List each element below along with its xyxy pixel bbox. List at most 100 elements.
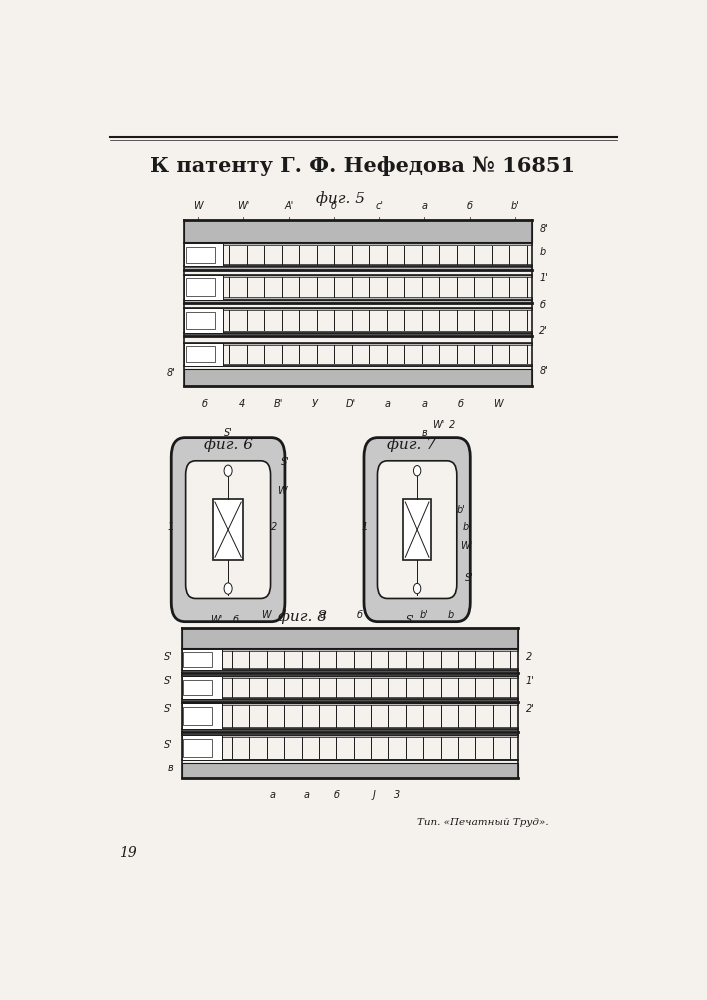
Text: b': b' <box>457 505 465 515</box>
Text: 2': 2' <box>525 704 534 714</box>
Bar <box>182 628 518 648</box>
Bar <box>185 220 532 242</box>
Text: a: a <box>269 790 276 800</box>
FancyBboxPatch shape <box>364 438 470 622</box>
Text: фиг. 7: фиг. 7 <box>387 438 436 452</box>
Bar <box>182 676 518 678</box>
Text: 8': 8' <box>539 366 548 376</box>
Bar <box>185 243 223 266</box>
Text: a: a <box>385 399 391 409</box>
Bar <box>185 331 532 333</box>
Text: a: a <box>246 509 252 519</box>
Text: B': B' <box>274 399 283 409</box>
Text: 8': 8' <box>167 368 176 378</box>
FancyBboxPatch shape <box>186 461 271 598</box>
Text: б: б <box>357 610 363 620</box>
Bar <box>185 308 223 333</box>
Text: S': S' <box>223 428 233 438</box>
Bar <box>186 312 215 329</box>
Bar <box>182 703 518 705</box>
Bar <box>185 369 532 386</box>
Text: фиг. 8: фиг. 8 <box>278 609 327 624</box>
Bar <box>182 671 518 673</box>
Text: D': D' <box>346 399 356 409</box>
Text: S: S <box>262 502 268 512</box>
Bar <box>213 499 243 560</box>
Text: b': b' <box>510 201 519 211</box>
Text: S': S' <box>465 573 474 583</box>
FancyBboxPatch shape <box>171 438 285 622</box>
Bar <box>182 730 518 732</box>
Bar <box>182 697 518 699</box>
Bar <box>185 334 532 336</box>
Bar <box>403 499 431 560</box>
Text: Тип. «Печатный Труд».: Тип. «Печатный Труд». <box>417 818 549 827</box>
Bar <box>182 735 518 737</box>
Text: b: b <box>448 610 454 620</box>
Text: W': W' <box>432 420 444 430</box>
Bar <box>183 739 212 757</box>
Bar <box>185 343 532 345</box>
Text: b: b <box>463 522 469 532</box>
Text: W: W <box>277 486 286 496</box>
Text: W: W <box>493 399 502 409</box>
Text: 1: 1 <box>361 522 368 532</box>
Bar <box>182 735 222 760</box>
Text: c': c' <box>375 201 383 211</box>
Bar <box>185 364 532 366</box>
Bar <box>182 763 518 778</box>
Bar <box>182 700 518 702</box>
Bar <box>182 649 222 670</box>
Text: a: a <box>320 610 326 620</box>
Bar <box>183 680 212 695</box>
Bar <box>182 703 222 729</box>
Circle shape <box>224 583 232 594</box>
Text: W: W <box>194 201 203 211</box>
Bar <box>185 264 532 266</box>
Text: S': S' <box>165 652 173 662</box>
FancyBboxPatch shape <box>378 461 457 598</box>
Bar <box>182 676 222 699</box>
Text: W': W' <box>460 541 472 551</box>
Text: 3: 3 <box>394 790 400 800</box>
Circle shape <box>414 583 421 594</box>
Text: в: в <box>168 763 173 773</box>
Bar <box>185 308 532 310</box>
Bar <box>182 759 518 760</box>
Bar <box>183 652 212 667</box>
Text: a: a <box>303 790 309 800</box>
Text: W': W' <box>211 615 223 625</box>
Text: фиг. 5: фиг. 5 <box>316 191 365 206</box>
Text: б: б <box>334 790 339 800</box>
Circle shape <box>224 465 232 476</box>
Text: b: b <box>539 247 546 257</box>
Text: A': A' <box>284 201 293 211</box>
Bar <box>182 668 518 670</box>
Text: S': S' <box>281 457 290 467</box>
Text: 2: 2 <box>271 522 277 532</box>
Bar <box>185 300 532 303</box>
Bar <box>182 727 518 729</box>
Bar <box>185 343 223 366</box>
Circle shape <box>414 466 421 476</box>
Bar <box>186 346 215 362</box>
Text: 8': 8' <box>539 224 548 234</box>
Text: 19: 19 <box>119 846 136 860</box>
Text: 2: 2 <box>525 652 532 662</box>
Text: 1': 1' <box>525 676 534 686</box>
Text: б: б <box>539 300 545 310</box>
Bar <box>185 275 223 300</box>
Text: К патенту Г. Ф. Нефедова № 16851: К патенту Г. Ф. Нефедова № 16851 <box>150 156 575 176</box>
Text: W': W' <box>238 201 250 211</box>
Text: б: б <box>233 615 239 625</box>
Text: a: a <box>421 399 427 409</box>
Text: б: б <box>202 399 208 409</box>
Text: S': S' <box>406 615 414 625</box>
Text: б: б <box>467 201 472 211</box>
Text: 1': 1' <box>539 273 548 283</box>
Text: фиг. 6: фиг. 6 <box>204 438 252 452</box>
Text: b': b' <box>420 610 428 620</box>
Text: S': S' <box>165 704 173 714</box>
Text: W: W <box>261 610 271 620</box>
Bar <box>185 243 532 245</box>
